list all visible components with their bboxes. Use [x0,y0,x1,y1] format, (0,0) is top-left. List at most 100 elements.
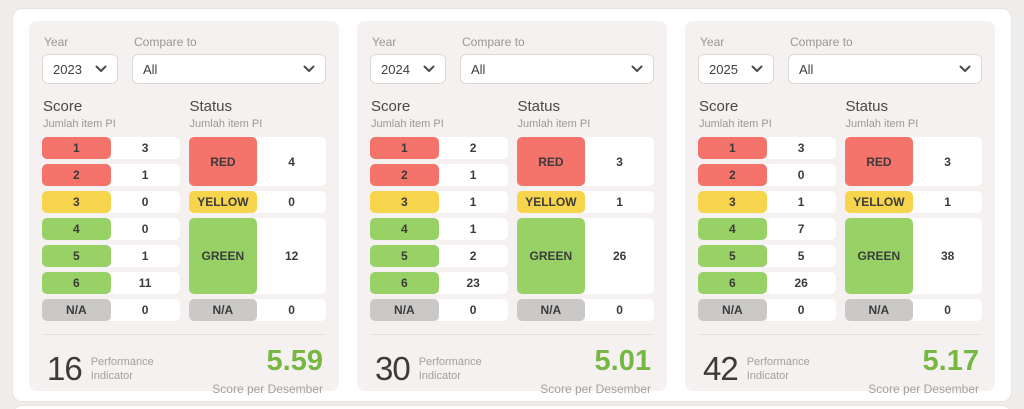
chevron-down-icon [95,65,107,72]
score-pill: 2 [698,164,767,186]
compare-to-select-value: All [799,61,814,77]
score-pill: 4 [698,218,767,240]
score-pill: 1 [370,137,439,159]
score-row-6: 6 26 [698,272,836,294]
pi-label-line2: Indicator [90,370,133,382]
score-heading: Score [699,98,739,115]
panel-footer: 30 Performance Indicator 5.01 Score per D… [370,334,654,396]
status-count: 4 [288,154,295,169]
compare-to-select[interactable]: All [788,54,982,84]
status-column: Status Jumlah item PI RED 3 YELLOW 1 GREEN… [844,98,982,326]
year-select[interactable]: 2023 [42,54,118,84]
score-count: 0 [141,222,149,236]
score-pill: 2 [370,164,439,186]
status-count: 12 [284,249,299,263]
score-caption: Score per Desember [540,382,651,397]
score-count: 1 [797,195,805,209]
score-count: 2 [469,249,477,263]
score-row-6: 6 11 [42,272,180,294]
compare-to-select[interactable]: All [132,54,326,84]
status-pill: YELLOW [844,191,914,213]
chevron-down-icon [959,65,971,72]
score-heading: Score [43,98,83,115]
score-value: 5.01 [594,345,651,377]
filters: Year 2025 Compare to All [698,33,982,84]
status-pill: YELLOW [516,191,586,213]
next-section-edge [12,405,1012,409]
jumlah-item-pi-label: Jumlah item PI [43,118,116,130]
status-pill: GREEN [844,218,914,294]
status-pill: RED [844,137,914,186]
score-pill: 5 [698,245,767,267]
jumlah-item-pi-label: Jumlah item PI [189,118,263,130]
score-count: 1 [469,195,477,209]
year-select[interactable]: 2024 [370,54,446,84]
score-count: 1 [469,168,477,182]
score-pill: 1 [698,137,767,159]
year-select[interactable]: 2025 [698,54,774,84]
dashboard-section: Year 2023 Compare to All Score Jumlah it… [12,8,1012,402]
status-row-red: RED 3 [516,137,654,186]
chevron-down-icon [303,65,315,72]
panel-footer: 16 Performance Indicator 5.59 Score per D… [42,334,326,396]
pi-label-line1: Performance [418,355,482,368]
compare-to-select-value: All [471,61,486,77]
pi-label: Performance Indicator [747,355,810,384]
status-row-na: N/A 0 [516,299,654,321]
year-panel-2024: Year 2024 Compare to All Score Jumlah it… [357,21,667,396]
compare-to-select-value: All [143,61,158,77]
status-pill: GREEN [516,218,586,294]
score-count: 3 [141,141,149,155]
status-pill: RED [188,137,258,186]
status-pill: RED [516,137,586,186]
score-pill: 3 [698,191,767,213]
score-count: 1 [141,249,149,263]
score-count: 23 [466,276,480,290]
status-count: 26 [612,249,627,263]
year-select-value: 2024 [381,61,410,77]
pi-label-line2: Indicator [746,370,789,382]
score-count: 11 [138,276,152,290]
status-row-red: RED 4 [188,137,326,186]
filters: Year 2023 Compare to All [42,33,326,84]
status-count: 0 [616,303,623,317]
status-column: Status Jumlah item PI RED 3 YELLOW 1 GREEN… [516,98,654,326]
compare-to-select[interactable]: All [460,54,654,84]
status-count: 3 [944,154,951,169]
jumlah-item-pi-label: Jumlah item PI [371,118,444,130]
score-value: 5.17 [922,345,979,377]
pi-count: 42 [703,350,739,387]
score-pill: 4 [42,218,111,240]
status-pill: N/A [188,299,258,321]
score-pill: 3 [42,191,111,213]
score-count: 26 [794,276,808,290]
score-pill: 5 [42,245,111,267]
pi-label-line1: Performance [90,355,154,368]
year-label: Year [700,35,725,49]
status-column: Status Jumlah item PI RED 4 YELLOW 0 GREEN… [188,98,326,326]
score-pill: 2 [42,164,111,186]
score-count: 0 [141,195,149,209]
score-pill: N/A [370,299,439,321]
score-pill: 4 [370,218,439,240]
status-row-yellow: YELLOW 1 [516,191,654,213]
score-count: 0 [797,168,805,182]
status-row-yellow: YELLOW 1 [844,191,982,213]
score-count: 7 [797,222,805,236]
pi-label-line2: Indicator [418,370,461,382]
status-row-yellow: YELLOW 0 [188,191,326,213]
pi-label: Performance Indicator [419,355,482,384]
status-pill: YELLOW [188,191,258,213]
status-count: 3 [616,154,623,169]
chevron-down-icon [631,65,643,72]
score-count: 2 [469,141,477,155]
score-count: 5 [797,249,805,263]
year-label: Year [372,35,397,49]
score-count: 0 [141,303,149,317]
